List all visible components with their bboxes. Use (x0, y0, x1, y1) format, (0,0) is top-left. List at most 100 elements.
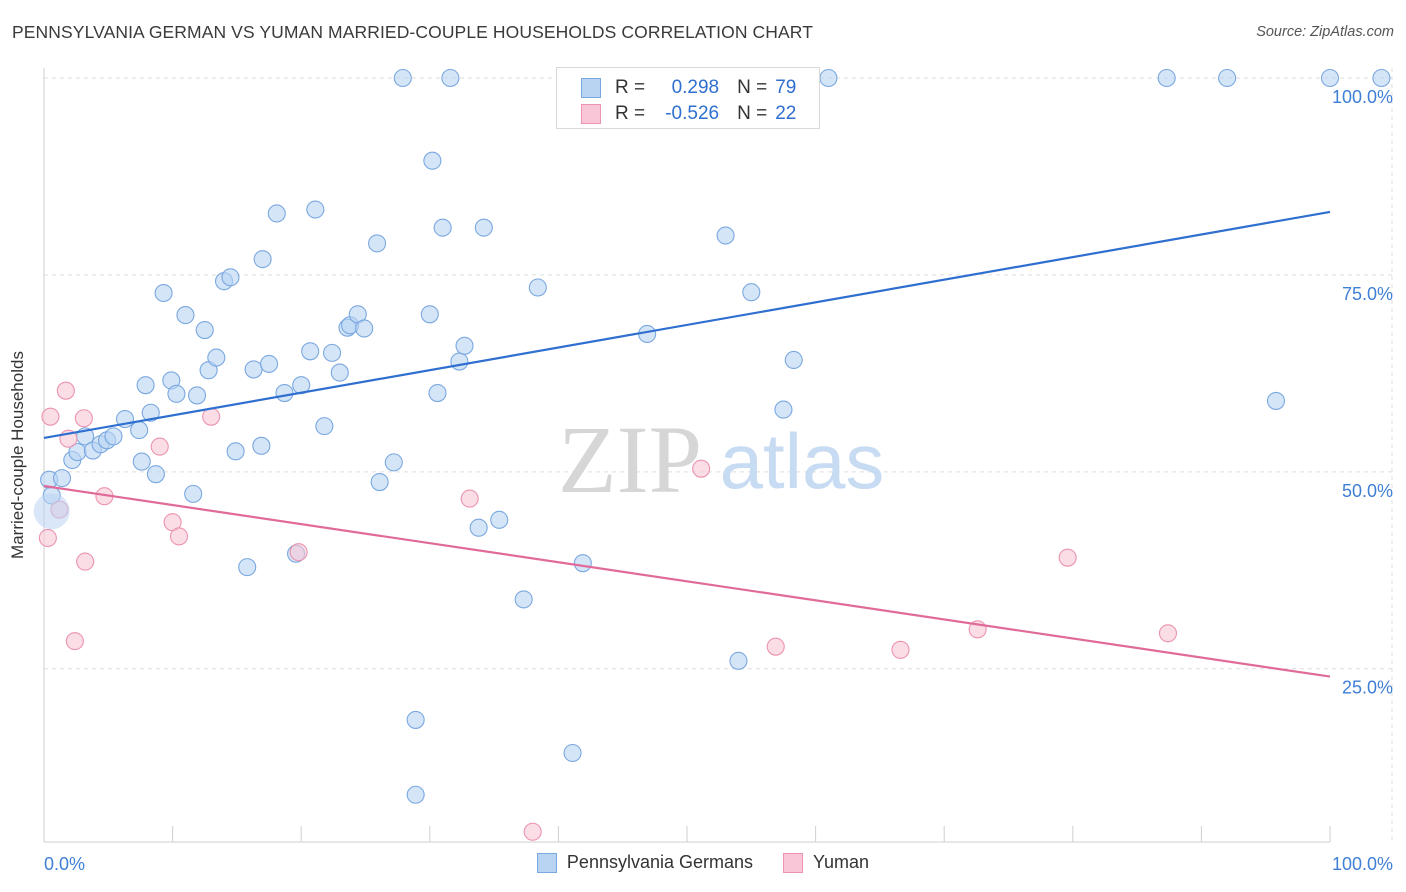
pennsylvania-german-point (528, 278, 547, 297)
yuman-point (692, 459, 711, 478)
y-axis-label: Married-couple Households (8, 351, 27, 559)
pennsylvania-german-point (393, 68, 412, 88)
legend-swatch-pink (581, 104, 601, 124)
pennsylvania-german-point (433, 218, 452, 237)
pennsylvania-german-point (784, 350, 803, 370)
yuman-point (891, 640, 910, 659)
pennsylvania-german-point (742, 283, 761, 302)
pennsylvania-german-point (130, 421, 149, 440)
yuman-point (56, 381, 75, 400)
yuman-trendline (43, 484, 1331, 678)
pennsylvania-german-point (455, 336, 474, 355)
y-tick-label: 50.0% (1342, 481, 1393, 501)
yuman-point (76, 552, 95, 571)
pennsylvania-german-point (384, 453, 403, 472)
pennsylvania-german-point (490, 510, 509, 529)
n-value: 79 (775, 77, 797, 98)
pennsylvania-german-point (226, 442, 245, 461)
yuman-point (766, 637, 785, 656)
points-layer (33, 68, 1391, 841)
pennsylvania-german-point (267, 204, 286, 223)
pennsylvania-german-point (729, 651, 748, 670)
legend-swatch-blue (536, 852, 557, 873)
x-tick-label: 100.0% (1332, 854, 1393, 874)
pennsylvania-german-point (330, 363, 349, 382)
pennsylvania-german-point (52, 469, 72, 488)
pennsylvania-german-point (428, 384, 447, 403)
pennsylvania-german-point (132, 452, 151, 471)
pennsylvania-german-point (1218, 68, 1237, 88)
yuman-point (65, 632, 84, 651)
pennsylvania-german-point (306, 200, 325, 219)
pennsylvania-german-point (244, 360, 263, 379)
stats-legend: R = 0.298 N = 79 R = -0.526 N = 22 (556, 67, 820, 129)
tick-label-layer: 25.0% 50.0% 75.0% 100.0% 0.0% 100.0% (44, 87, 1393, 874)
grid-layer (44, 68, 1393, 842)
pennsylvania-german-point (774, 400, 793, 419)
pennsylvania-german-point (136, 376, 155, 395)
y-tick-label: 100.0% (1332, 87, 1393, 107)
pennsylvania-german-point (573, 554, 592, 573)
r-label: R = (615, 103, 646, 124)
legend-label: Yuman (813, 852, 870, 872)
pennsylvania-german-cluster-point (33, 493, 70, 530)
pennsylvania-german-point (716, 226, 735, 245)
yuman-point (169, 527, 189, 546)
y-tick-label: 25.0% (1342, 678, 1393, 698)
legend-swatch-blue (581, 78, 601, 98)
pennsylvania-german-point (370, 473, 389, 492)
watermark-atlas: atlas (720, 417, 885, 505)
pennsylvania-german-point (406, 710, 425, 729)
yuman-point (38, 528, 57, 548)
pennsylvania-german-point (167, 384, 186, 403)
pennsylvania-german-point (195, 320, 214, 340)
pennsylvania-german-trendline (43, 210, 1331, 440)
chart-title: PENNSYLVANIA GERMAN VS YUMAN MARRIED-COU… (12, 22, 814, 42)
legend-label: Pennsylvania Germans (566, 852, 754, 872)
pennsylvania-german-point (207, 348, 226, 367)
pennsylvania-german-point (221, 268, 240, 287)
pennsylvania-german-point (301, 342, 320, 361)
pennsylvania-german-point (514, 590, 533, 609)
n-label: N = (737, 77, 768, 98)
pennsylvania-german-point (469, 518, 488, 537)
pennsylvania-german-point (315, 417, 334, 436)
pennsylvania-german-point (368, 234, 387, 253)
axis-layer (43, 68, 1331, 843)
n-value: 22 (775, 103, 797, 124)
yuman-point (202, 407, 221, 426)
yuman-point (74, 409, 93, 428)
source-label: Source: ZipAtlas.com (1256, 24, 1394, 40)
pennsylvania-german-point (141, 403, 160, 422)
pennsylvania-german-point (176, 306, 195, 325)
pennsylvania-german-point (420, 305, 439, 324)
r-value: 0.298 (671, 77, 720, 98)
pennsylvania-german-point (184, 484, 203, 503)
stats-row-pennsylvania: R = 0.298 N = 79 (581, 76, 796, 100)
yuman-point (523, 822, 542, 841)
pennsylvania-german-point (253, 250, 272, 269)
stats-row-yuman: R = -0.526 N = 22 (581, 102, 796, 126)
pennsylvania-german-point (450, 352, 469, 371)
pennsylvania-german-point (406, 785, 425, 804)
pennsylvania-german-point (187, 386, 207, 405)
pennsylvania-german-point (1372, 68, 1391, 88)
pennsylvania-german-point (154, 283, 173, 303)
pennsylvania-german-point (819, 68, 838, 88)
pennsylvania-german-point (1157, 68, 1176, 88)
legend-item-yuman[interactable]: Yuman (783, 852, 869, 873)
pennsylvania-german-point (563, 743, 582, 763)
yuman-point (460, 489, 479, 508)
yuman-point (1158, 624, 1178, 643)
y-tick-label: 75.0% (1342, 284, 1393, 304)
pennsylvania-german-point (238, 558, 257, 577)
pennsylvania-german-point (275, 384, 294, 403)
trend-layer (43, 210, 1331, 678)
yuman-point (1058, 548, 1077, 567)
pennsylvania-german-point (423, 151, 442, 170)
legend-item-pennsylvania-germans[interactable]: Pennsylvania Germans (536, 852, 754, 873)
pennsylvania-german-point (323, 343, 342, 362)
r-value: -0.526 (665, 103, 720, 124)
pennsylvania-german-point (1266, 391, 1286, 410)
pennsylvania-german-point (104, 427, 123, 446)
